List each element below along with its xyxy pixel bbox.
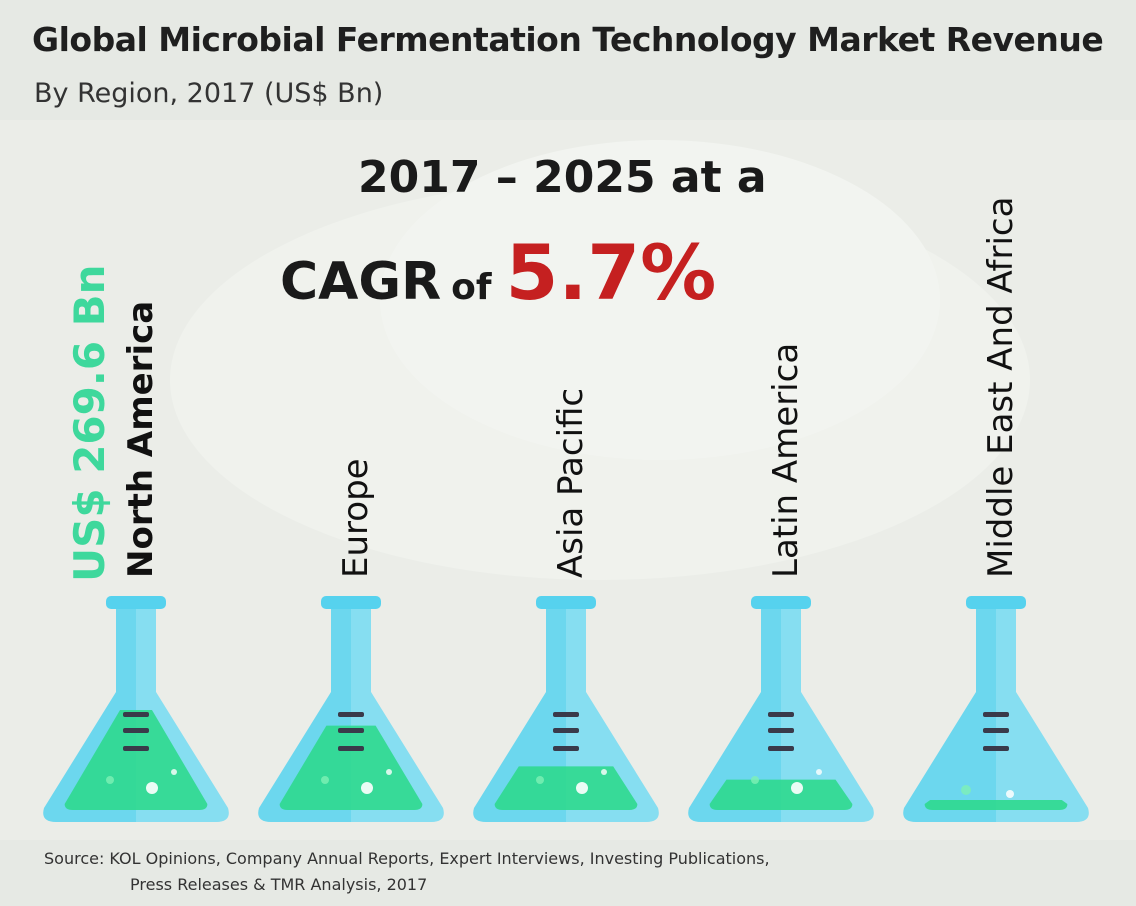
cagr-of: of xyxy=(451,267,492,308)
flask-latin-america: Latin America xyxy=(688,343,874,822)
cagr-value: 5.7% xyxy=(505,228,717,317)
measure-mark xyxy=(983,712,1009,717)
flask-europe: Europe xyxy=(258,458,444,822)
chart-title: Global Microbial Fermentation Technology… xyxy=(32,20,1104,59)
liquid-fill xyxy=(64,710,208,810)
flask-rim xyxy=(966,596,1026,609)
bubble xyxy=(576,782,588,794)
flask-middle-east-and-africa: Middle East And Africa xyxy=(903,197,1089,822)
bubble xyxy=(1006,790,1014,798)
bubble xyxy=(386,769,392,775)
bubble xyxy=(961,785,971,795)
measure-mark xyxy=(983,728,1009,733)
category-label: Middle East And Africa xyxy=(981,197,1021,578)
flask-rim xyxy=(106,596,166,609)
measure-mark xyxy=(553,712,579,717)
cagr-period: 2017 – 2025 at a xyxy=(358,152,767,203)
measure-mark xyxy=(768,728,794,733)
category-label: North America xyxy=(121,301,161,578)
measure-mark xyxy=(338,728,364,733)
measure-mark xyxy=(123,712,149,717)
bubble xyxy=(751,776,759,784)
flask-highlight xyxy=(781,608,874,822)
bubble xyxy=(791,782,803,794)
total-revenue-label: US$ 269.6 Bn xyxy=(65,264,114,582)
measure-mark xyxy=(983,746,1009,751)
liquid-fill xyxy=(279,725,423,810)
measure-mark xyxy=(123,728,149,733)
measure-mark xyxy=(338,712,364,717)
bubble xyxy=(601,769,607,775)
bubble xyxy=(816,769,822,775)
chart-subtitle: By Region, 2017 (US$ Bn) xyxy=(34,78,384,109)
bubble xyxy=(536,776,544,784)
flask-north-america: North America xyxy=(43,301,229,822)
measure-mark xyxy=(768,712,794,717)
source-line-2: Press Releases & TMR Analysis, 2017 xyxy=(130,875,428,894)
flask-rim xyxy=(321,596,381,609)
flask-highlight xyxy=(996,608,1089,822)
liquid-fill xyxy=(494,766,638,810)
liquid-fill xyxy=(924,800,1068,810)
liquid-fill xyxy=(709,779,853,810)
measure-mark xyxy=(338,746,364,751)
cagr-statement: CAGR of 5.7% xyxy=(280,228,716,317)
measure-mark xyxy=(553,746,579,751)
category-label: Europe xyxy=(336,458,376,578)
bubble xyxy=(146,782,158,794)
measure-mark xyxy=(553,728,579,733)
source-line-1: Source: KOL Opinions, Company Annual Rep… xyxy=(44,849,770,868)
measure-mark xyxy=(123,746,149,751)
bubble xyxy=(361,782,373,794)
flask-asia-pacific: Asia Pacific xyxy=(473,388,659,822)
category-label: Latin America xyxy=(766,343,806,578)
measure-mark xyxy=(768,746,794,751)
bubble xyxy=(321,776,329,784)
source-note: Source: KOL Opinions, Company Annual Rep… xyxy=(44,846,770,898)
flask-rim xyxy=(536,596,596,609)
flask-rim xyxy=(751,596,811,609)
bubble xyxy=(171,769,177,775)
bubble xyxy=(106,776,114,784)
category-label: Asia Pacific xyxy=(551,388,591,578)
cagr-word: CAGR xyxy=(280,252,442,312)
